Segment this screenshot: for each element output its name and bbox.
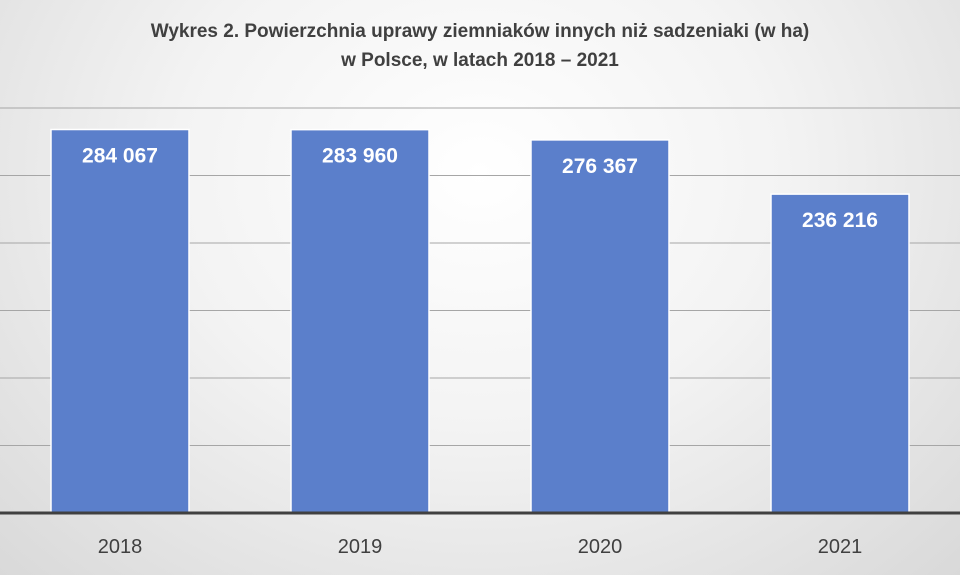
- bar-2018: [50, 128, 190, 514]
- bar-2020: [530, 139, 670, 514]
- x-tick-label-2020: 2020: [578, 536, 623, 558]
- x-tick-label-2018: 2018: [98, 536, 143, 558]
- bar-2021: [770, 193, 910, 514]
- x-tick-label-2019: 2019: [338, 536, 383, 558]
- chart-subtitle: w Polsce, w latach 2018 – 2021: [341, 50, 619, 71]
- data-label-2019: 283 960: [322, 145, 398, 168]
- data-label-2021: 236 216: [802, 209, 878, 232]
- bar-2019: [290, 128, 430, 514]
- data-label-2020: 276 367: [562, 155, 638, 178]
- chart-title: Wykres 2. Powierzchnia uprawy ziemniaków…: [150, 21, 810, 42]
- data-label-2018: 284 067: [82, 145, 158, 168]
- x-tick-label-2021: 2021: [818, 536, 863, 558]
